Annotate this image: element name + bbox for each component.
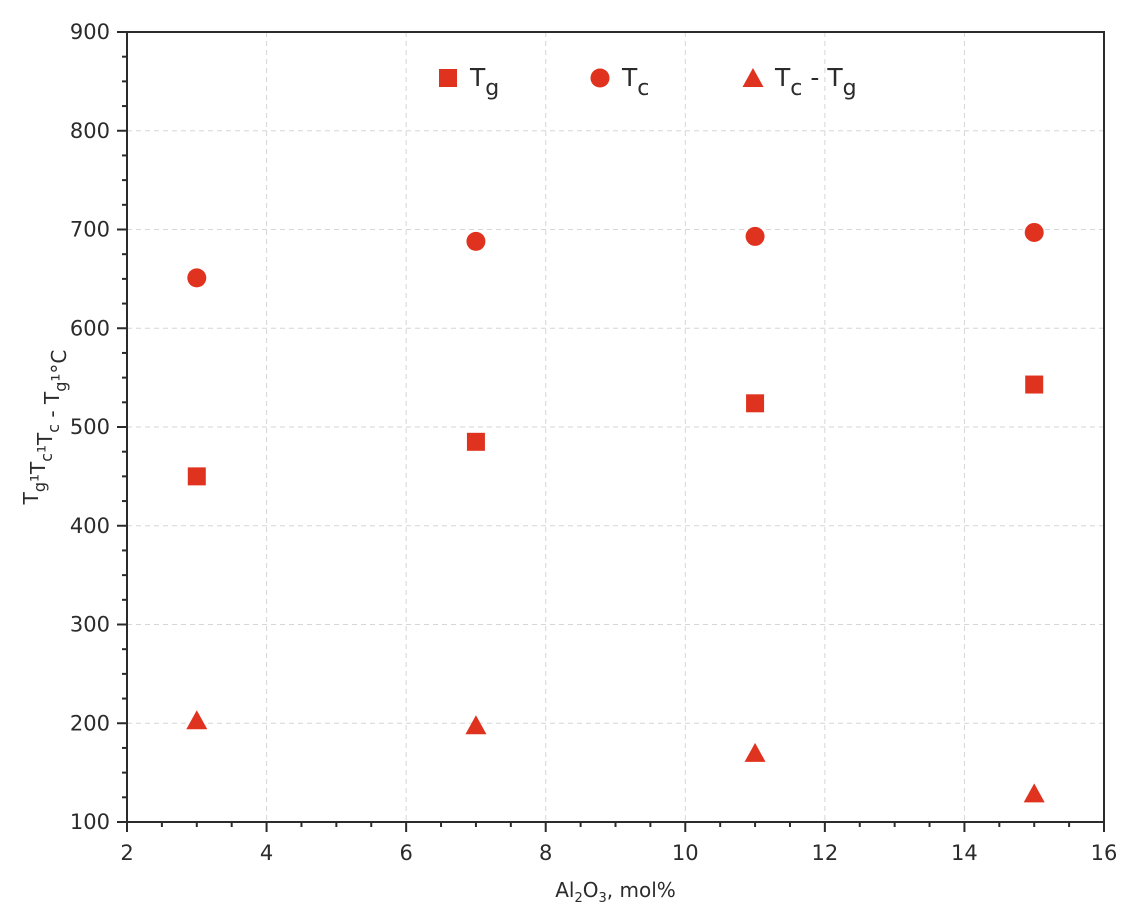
y-axis-title: Tg¹Tc¹Tc - Tg¹°C: [19, 350, 71, 506]
y-tick-label: 900: [70, 20, 110, 44]
y-tick-label: 200: [70, 711, 110, 735]
x-tick-label: 8: [539, 841, 552, 865]
data-point-circle: [1024, 222, 1044, 242]
data-point-triangle: [465, 715, 487, 735]
x-axis-title: Al2O3, mol%: [555, 878, 676, 906]
legend-label: Tc: [621, 63, 649, 101]
grid-lines: [127, 32, 1104, 822]
data-point-triangle: [744, 742, 766, 762]
y-tick-label: 400: [70, 514, 110, 538]
y-tick-label: 100: [70, 810, 110, 834]
y-tick-label: 500: [70, 415, 110, 439]
y-tick-label: 300: [70, 613, 110, 637]
data-point-square: [746, 394, 765, 413]
y-axis-tick-labels: 100 200 300 400 500 600 700 800 900: [70, 20, 110, 834]
data-point-circle: [745, 226, 765, 246]
x-tick-label: 16: [1091, 841, 1118, 865]
data-point-square: [466, 432, 485, 451]
data-points: [186, 222, 1045, 803]
legend-marker-circle: [590, 68, 610, 88]
data-point-circle: [187, 268, 207, 288]
legend-marker-square: [439, 69, 457, 87]
data-point-circle: [466, 231, 486, 251]
y-tick-label: 700: [70, 218, 110, 242]
x-tick-label: 4: [260, 841, 273, 865]
data-point-triangle: [186, 710, 208, 730]
x-tick-label: 2: [120, 841, 133, 865]
legend-label: Tc - Tg: [774, 63, 857, 101]
x-axis-tick-labels: 2 4 6 8 10 12 14 16: [120, 841, 1117, 865]
data-point-square: [187, 467, 206, 486]
legend-item: Tg: [439, 63, 499, 101]
data-point-square: [1025, 375, 1044, 394]
x-tick-label: 12: [811, 841, 838, 865]
x-tick-label: 6: [399, 841, 412, 865]
legend: Tg Tc Tc - Tg: [439, 63, 857, 101]
axis-ticks: [117, 31, 1105, 832]
x-tick-label: 14: [951, 841, 978, 865]
y-tick-label: 800: [70, 119, 110, 143]
legend-marker-triangle: [742, 68, 764, 87]
legend-label: Tg: [469, 63, 499, 101]
x-tick-label: 10: [672, 841, 699, 865]
y-tick-label: 600: [70, 316, 110, 340]
legend-item: Tc: [590, 63, 649, 101]
legend-item: Tc - Tg: [742, 63, 857, 101]
data-point-triangle: [1023, 783, 1045, 803]
